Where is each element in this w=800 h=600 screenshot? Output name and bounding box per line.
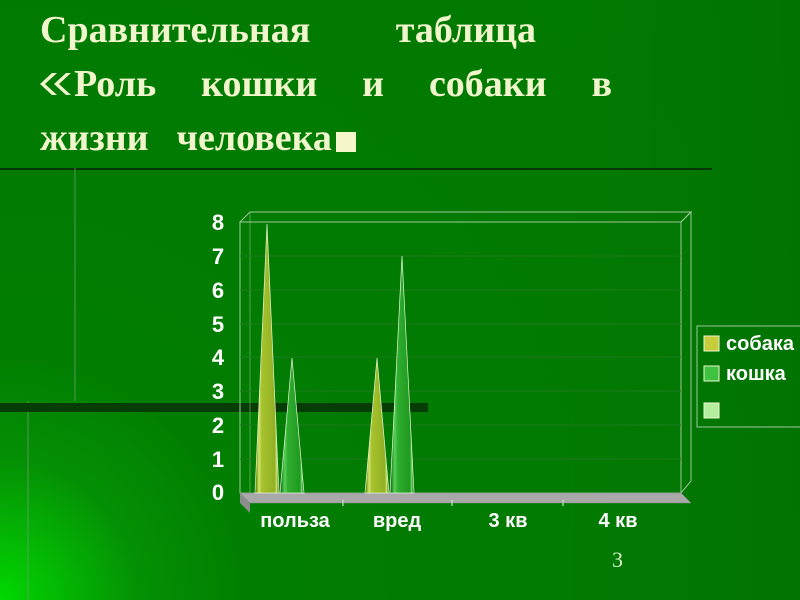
- svg-text:6: 6: [212, 278, 224, 303]
- svg-text:3 кв: 3 кв: [489, 510, 528, 532]
- svg-text:2: 2: [212, 413, 224, 438]
- svg-text:кошка: кошка: [726, 363, 787, 385]
- svg-text:1: 1: [212, 447, 224, 472]
- svg-text:4 кв: 4 кв: [599, 510, 638, 532]
- svg-text:вред: вред: [373, 510, 422, 532]
- svg-text:7: 7: [212, 244, 224, 269]
- svg-text:8: 8: [212, 210, 224, 235]
- svg-text:польза: польза: [260, 510, 330, 532]
- svg-text:собака: собака: [726, 333, 795, 355]
- svg-text:5: 5: [212, 312, 224, 337]
- svg-text:3: 3: [212, 379, 224, 404]
- svg-text:0: 0: [212, 480, 224, 505]
- svg-text:4: 4: [212, 345, 225, 370]
